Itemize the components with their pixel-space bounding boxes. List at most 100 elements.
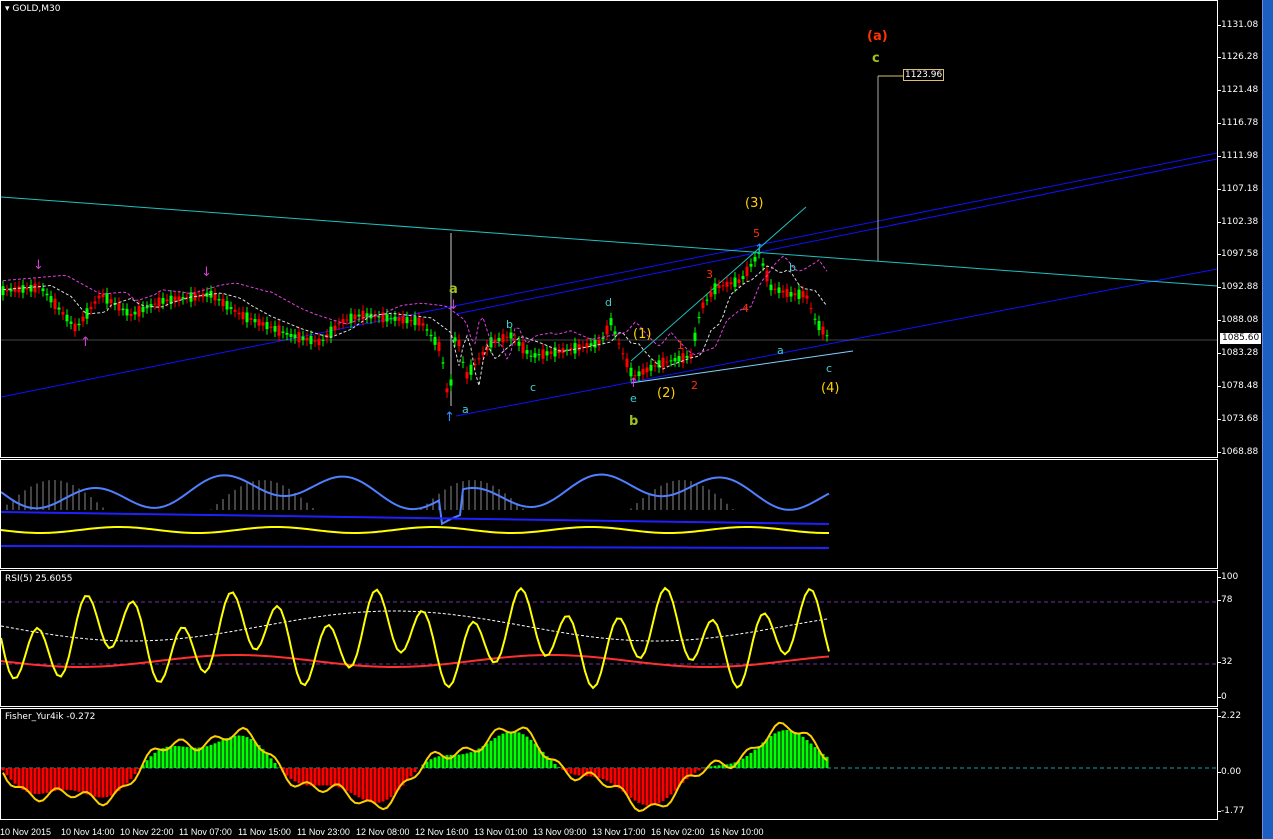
- candle-body: [361, 310, 365, 320]
- candle-body: [225, 301, 229, 310]
- fisher-bar: [745, 755, 749, 768]
- trend-line: [1, 196, 1217, 287]
- fisher-bar: [553, 763, 557, 768]
- fisher-bar: [429, 759, 433, 768]
- candle-body: [81, 316, 85, 322]
- fisher-bar: [401, 768, 405, 786]
- fisher-bar: [549, 760, 553, 768]
- candle-body: [393, 316, 397, 321]
- fisher-bar: [485, 743, 489, 768]
- candle-body: [417, 317, 421, 326]
- candle-body: [729, 282, 733, 285]
- fisher-bar: [813, 747, 817, 768]
- price-tick: 1088.08: [1217, 315, 1259, 326]
- fisher-bar: [33, 768, 37, 794]
- fisher-bar: [361, 768, 365, 800]
- candle-body: [521, 342, 525, 354]
- candle-body: [397, 317, 401, 321]
- fisher-bar: [93, 768, 97, 797]
- candle-body: [525, 350, 529, 354]
- price-tick: 1131.08: [1217, 19, 1259, 30]
- fisher-bar: [45, 768, 49, 793]
- fisher-bar: [121, 768, 125, 788]
- fisher-bar: [169, 746, 173, 768]
- fisher-bar: [461, 754, 465, 768]
- fisher-bar: [81, 768, 85, 794]
- fisher-bar: [501, 733, 505, 768]
- candle-body: [405, 317, 409, 324]
- candle-body: [641, 368, 645, 375]
- fisher-bar: [89, 768, 93, 796]
- candle-body: [93, 301, 97, 304]
- time-label: 10 Nov 2015: [0, 827, 52, 837]
- fisher-bar: [373, 768, 377, 803]
- candle-body: [797, 289, 801, 299]
- fisher-bar: [77, 768, 81, 792]
- candle-body: [469, 364, 473, 375]
- fisher-bar: [313, 768, 317, 786]
- wave-label: 1: [677, 339, 684, 352]
- candle-body: [589, 343, 593, 346]
- wave-label: 4: [742, 302, 749, 315]
- fisher-bar: [517, 732, 521, 768]
- candle-body: [389, 318, 393, 320]
- candle-body: [13, 287, 17, 292]
- candle-body: [409, 319, 413, 322]
- window-scrollbar[interactable]: [1262, 0, 1273, 839]
- fisher-bar: [641, 768, 645, 805]
- fisher-bar: [97, 768, 101, 798]
- fisher-bar: [561, 768, 565, 770]
- fisher-bar: [525, 736, 529, 768]
- candle-body: [109, 299, 113, 304]
- fisher-bar: [469, 752, 473, 768]
- candle-body: [365, 313, 369, 318]
- rsi-pane[interactable]: RSI(5) 25.6055: [0, 570, 1218, 707]
- channel-line-upper: [455, 158, 1217, 315]
- price-tick: 1107.18: [1217, 183, 1259, 194]
- fisher-bar: [293, 768, 297, 782]
- candle-body: [357, 314, 361, 317]
- fisher-bar: [397, 768, 401, 790]
- candle-body: [349, 313, 353, 324]
- candle-body: [609, 318, 613, 326]
- candle-body: [593, 339, 597, 348]
- time-axis[interactable]: 10 Nov 2015 10 Nov 14:00 10 Nov 22:00 11 No…: [0, 820, 1218, 839]
- fisher-pane[interactable]: Fisher_Yur4ik -0.272: [0, 708, 1218, 820]
- fisher-bar: [385, 768, 389, 800]
- time-label: 13 Nov 17:00: [592, 827, 646, 837]
- main-chart-pane[interactable]: ↓ ↓ ↓ ↑ ↑ ↑ ↑ ▾ GOLD,M30 (a) c 1123.96 a a b c…: [0, 0, 1218, 458]
- fisher-bar: [645, 768, 649, 806]
- fisher-bar: [529, 739, 533, 768]
- candle-body: [337, 323, 341, 325]
- fisher-bar: [749, 752, 753, 768]
- fisher-bar: [237, 735, 241, 768]
- candle-body: [617, 343, 621, 345]
- arrow-down-icon: ↓: [201, 265, 212, 280]
- candle-body: [653, 365, 657, 367]
- candle-body: [645, 367, 649, 373]
- candle-body: [145, 306, 149, 309]
- fisher-bar: [577, 768, 581, 776]
- candle-body: [285, 332, 289, 335]
- fisher-bar: [661, 768, 665, 801]
- fisher-bar: [217, 741, 221, 768]
- fisher-bar: [681, 768, 685, 783]
- fisher-bar: [193, 747, 197, 768]
- fisher-bar: [449, 754, 453, 768]
- candle-body: [249, 318, 253, 320]
- oscillator-pane[interactable]: [0, 459, 1218, 569]
- fisher-bar: [145, 760, 149, 768]
- fisher-bar: [441, 755, 445, 768]
- candle-body: [541, 349, 545, 359]
- candle-body: [89, 306, 93, 310]
- candle-body: [245, 312, 249, 323]
- fisher-bar: [541, 751, 545, 768]
- price-scale[interactable]: 1131.08 1126.28 1121.48 1116.78 1111.98 1107.…: [1217, 0, 1262, 458]
- fisher-bar: [229, 736, 233, 768]
- fisher-bar: [5, 768, 9, 776]
- candle-body: [217, 299, 221, 301]
- candle-body: [429, 334, 433, 337]
- fisher-bar: [721, 764, 725, 768]
- candle-body: [753, 256, 757, 262]
- price-tick: 1111.98: [1217, 150, 1259, 161]
